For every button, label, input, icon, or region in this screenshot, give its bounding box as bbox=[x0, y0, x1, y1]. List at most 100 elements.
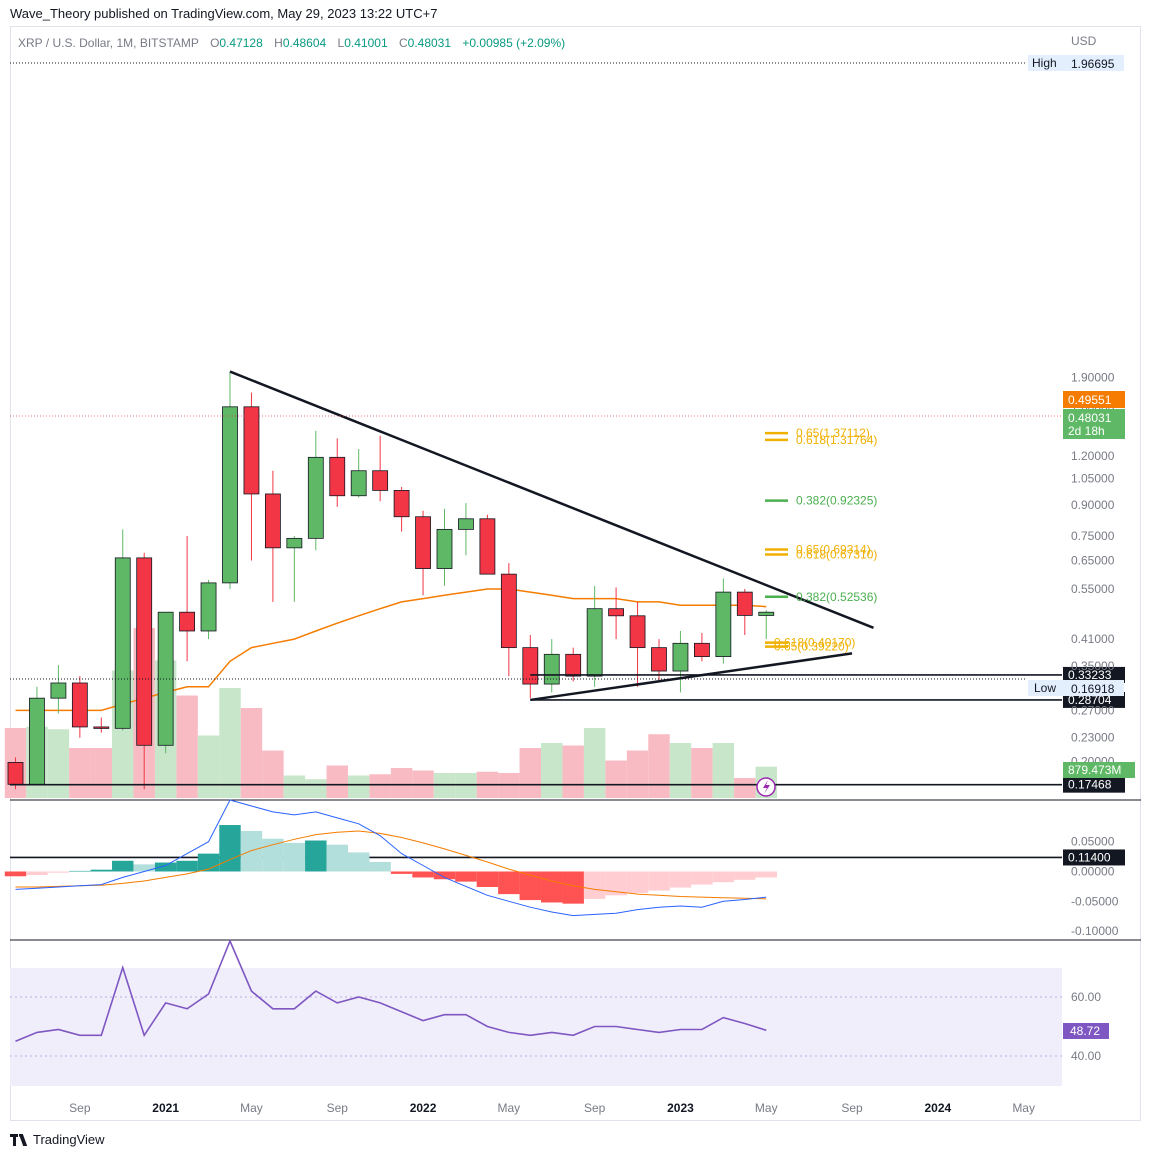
rsi-value-badge bbox=[1063, 1023, 1109, 1039]
rsi-value: 48.72 bbox=[1070, 1024, 1100, 1038]
publisher-caption: Wave_Theory published on TradingView.com… bbox=[10, 4, 1141, 24]
macd-histogram-bar bbox=[240, 830, 263, 872]
macd-histogram-bar bbox=[712, 871, 735, 883]
macd-histogram-bar bbox=[176, 860, 198, 872]
trendlines[interactable] bbox=[229, 370, 874, 702]
volume-bar bbox=[283, 775, 306, 798]
candle-body bbox=[243, 406, 260, 495]
candle-body bbox=[651, 647, 667, 672]
volume-bar bbox=[583, 728, 606, 798]
candle-body bbox=[179, 611, 196, 632]
ma-value: 0.49551 bbox=[1068, 393, 1112, 407]
time-tick: 2024 bbox=[924, 1101, 951, 1115]
price-tick: 0.23000 bbox=[1071, 731, 1115, 745]
candle-body bbox=[608, 608, 624, 617]
price-tick: 0.27000 bbox=[1071, 703, 1115, 717]
macd-histogram-bar bbox=[669, 871, 692, 888]
candle-body bbox=[458, 518, 474, 530]
volume-bar bbox=[176, 695, 198, 798]
macd-histogram-bar bbox=[347, 852, 370, 872]
last-price-value: 0.48031 bbox=[1068, 411, 1112, 425]
candle-body bbox=[393, 490, 410, 518]
macd-histogram-bar bbox=[390, 871, 413, 874]
footer-brand[interactable]: TradingView bbox=[10, 1130, 105, 1150]
symbol-legend[interactable]: XRP / U.S. Dollar, 1M, BITSTAMP O0.47128… bbox=[18, 36, 565, 50]
time-tick: May bbox=[240, 1101, 263, 1115]
macd-histogram-bar bbox=[541, 871, 563, 903]
fib-label: 0.65(0.69314) bbox=[796, 543, 871, 557]
rsi-band bbox=[10, 968, 1062, 1086]
macd-histogram-bar bbox=[4, 871, 27, 877]
candle-body bbox=[222, 406, 238, 584]
volume-bar bbox=[691, 748, 713, 798]
volume-bar bbox=[433, 773, 456, 798]
macd-tick: -0.05000 bbox=[1071, 894, 1119, 908]
level-value: 0.33233 bbox=[1068, 668, 1112, 682]
time-tick: May bbox=[755, 1101, 778, 1115]
level-badge bbox=[1063, 666, 1125, 683]
volume-bar bbox=[347, 775, 370, 798]
price-tick: 0.35000 bbox=[1071, 659, 1115, 673]
rsi-line bbox=[15, 938, 767, 1043]
time-axis[interactable]: Sep 2021 May Sep 2022 May Sep 2023 May Sep 2024 May bbox=[69, 1101, 1035, 1115]
rsi-tick: 60.00 bbox=[1071, 990, 1101, 1004]
horizontal-levels[interactable]: 0.33233 0.28704 0.17468 0.11400 bbox=[10, 666, 1125, 866]
level-value: 0.28704 bbox=[1068, 693, 1112, 707]
volume-bar bbox=[498, 773, 520, 798]
time-tick: 2023 bbox=[667, 1101, 694, 1115]
publisher-text: Wave_Theory published on TradingView.com… bbox=[10, 6, 438, 21]
low-value: 0.16918 bbox=[1071, 682, 1115, 696]
candle-body bbox=[715, 591, 732, 658]
macd-histogram-bar bbox=[734, 871, 756, 880]
volume-bar bbox=[734, 778, 756, 798]
candle-body bbox=[286, 537, 303, 549]
macd-histogram-bar bbox=[47, 871, 70, 873]
time-tick: Sep bbox=[69, 1101, 91, 1115]
candle-body bbox=[50, 682, 67, 699]
fib-label: 0.65(0.39220) bbox=[774, 640, 849, 654]
trendline[interactable] bbox=[530, 652, 853, 702]
candle-body bbox=[543, 653, 560, 685]
macd-histogram-bar bbox=[26, 871, 48, 876]
macd-histogram-bar bbox=[369, 861, 391, 872]
macd-histogram-bar bbox=[90, 869, 113, 872]
low-label: Low bbox=[1034, 681, 1056, 695]
price-tick: 1.90000 bbox=[1071, 370, 1115, 384]
brand-name: TradingView bbox=[33, 1132, 105, 1147]
price-tick: 0.55000 bbox=[1071, 582, 1115, 596]
time-tick: Sep bbox=[584, 1101, 606, 1115]
candle-body bbox=[500, 573, 517, 649]
level-value: 0.11400 bbox=[1068, 850, 1111, 864]
time-tick: 2021 bbox=[152, 1101, 179, 1115]
candle-body bbox=[264, 493, 281, 549]
volume-bar bbox=[69, 748, 91, 798]
fib-levels[interactable]: 0.65(1.37112)0.618(1.31764) 0.382(0.92325… bbox=[765, 426, 877, 654]
candle-body bbox=[415, 516, 431, 569]
high-label: High bbox=[1032, 56, 1057, 70]
chart-frame[interactable] bbox=[10, 26, 1141, 1121]
price-tick: 1.05000 bbox=[1071, 472, 1115, 486]
volume-bar bbox=[369, 774, 391, 798]
macd-histogram-bar bbox=[112, 860, 134, 872]
trendline[interactable] bbox=[229, 370, 874, 629]
macd-histogram-bar bbox=[154, 862, 177, 872]
volume-badge bbox=[1063, 762, 1135, 778]
macd-histogram-bar bbox=[412, 871, 434, 878]
candle-body bbox=[157, 611, 174, 746]
candle-body bbox=[629, 615, 646, 649]
macd-series bbox=[4, 799, 777, 917]
fib-label: 0.382(0.92325) bbox=[796, 494, 877, 508]
candle-body bbox=[29, 697, 45, 785]
volume-bar bbox=[455, 773, 477, 798]
candles-series bbox=[7, 371, 775, 790]
macd-histogram-bar bbox=[262, 838, 284, 872]
price-axis[interactable]: 1.900001.600001.400001.200001.050000.900… bbox=[1071, 370, 1119, 1063]
macd-histogram-bar bbox=[219, 825, 241, 872]
candle-body bbox=[565, 653, 582, 677]
ma-value-badge bbox=[1063, 391, 1125, 408]
volume-value: 879.473M bbox=[1068, 763, 1121, 777]
last-price-badge bbox=[1063, 409, 1125, 439]
volume-bar bbox=[648, 734, 670, 798]
time-tick: Sep bbox=[841, 1101, 863, 1115]
